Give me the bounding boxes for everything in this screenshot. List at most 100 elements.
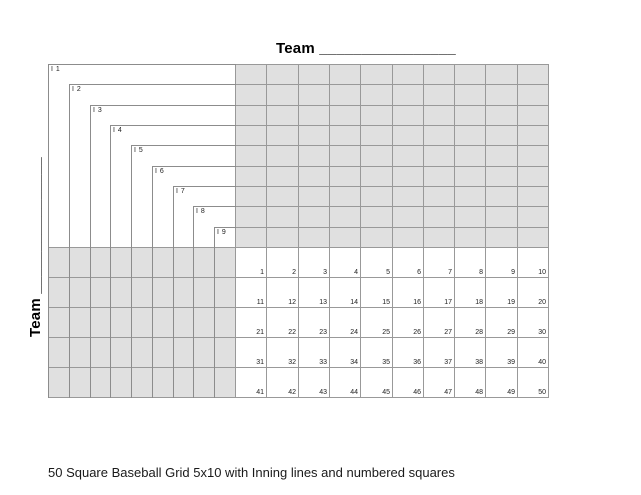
- gray-cell: [517, 84, 549, 106]
- gray-cell: [110, 307, 132, 338]
- gray-cell: [423, 105, 455, 126]
- gray-cell: [173, 367, 194, 398]
- square-cell: 7: [423, 247, 455, 278]
- gray-cell: [266, 145, 299, 167]
- square-cell: 37: [423, 337, 455, 368]
- gray-cell: [423, 145, 455, 167]
- square-cell: 9: [485, 247, 518, 278]
- square-cell: 45: [360, 367, 393, 398]
- gray-cell: [298, 84, 330, 106]
- gray-cell: [360, 145, 393, 167]
- gray-cell: [235, 206, 267, 228]
- gray-cell: [48, 337, 70, 368]
- gray-cell: [235, 186, 267, 207]
- gray-cell: [235, 64, 267, 85]
- gray-cell: [193, 277, 215, 308]
- gray-cell: [485, 227, 518, 248]
- gray-cell: [193, 367, 215, 398]
- gray-cell: [360, 227, 393, 248]
- square-cell: 50: [517, 367, 549, 398]
- gray-cell: [214, 307, 236, 338]
- gray-cell: [454, 145, 486, 167]
- left-team-label: Team ________________: [27, 157, 44, 337]
- square-cell: 43: [298, 367, 330, 398]
- square-cell: 29: [485, 307, 518, 338]
- inning-line-left: [173, 186, 174, 398]
- gray-cell: [298, 105, 330, 126]
- square-cell: 23: [298, 307, 330, 338]
- inning-label: I 5: [134, 147, 144, 154]
- gray-cell: [298, 166, 330, 187]
- square-cell: 33: [298, 337, 330, 368]
- gray-cell: [423, 64, 455, 85]
- gray-cell: [517, 145, 549, 167]
- square-cell: 13: [298, 277, 330, 308]
- caption: 50 Square Baseball Grid 5x10 with Inning…: [48, 465, 455, 480]
- gray-cell: [423, 186, 455, 207]
- square-cell: 42: [266, 367, 299, 398]
- inning-line-left: [110, 125, 111, 398]
- gray-cell: [454, 227, 486, 248]
- gray-cell: [298, 186, 330, 207]
- square-cell: 24: [329, 307, 361, 338]
- gray-cell: [131, 337, 153, 368]
- inning-line-left: [152, 166, 153, 398]
- inning-line-top: [152, 166, 236, 167]
- gray-cell: [266, 84, 299, 106]
- gray-cell: [152, 337, 174, 368]
- gray-cell: [423, 206, 455, 228]
- gray-cell: [131, 277, 153, 308]
- gray-cell: [298, 64, 330, 85]
- top-team-label: Team ________________: [276, 40, 456, 57]
- gray-cell: [48, 277, 70, 308]
- inning-line-top: [214, 227, 236, 228]
- gray-cell: [329, 186, 361, 207]
- square-cell: 22: [266, 307, 299, 338]
- gray-cell: [235, 84, 267, 106]
- inning-line-top: [48, 64, 236, 65]
- inning-line-left: [214, 227, 215, 398]
- gray-cell: [131, 307, 153, 338]
- square-cell: 16: [392, 277, 424, 308]
- inning-line-top: [131, 145, 236, 146]
- gray-cell: [517, 64, 549, 85]
- square-cell: 12: [266, 277, 299, 308]
- gray-cell: [266, 105, 299, 126]
- gray-cell: [392, 145, 424, 167]
- square-cell: 18: [454, 277, 486, 308]
- gray-cell: [517, 206, 549, 228]
- square-cell: 19: [485, 277, 518, 308]
- square-cell: 10: [517, 247, 549, 278]
- gray-cell: [485, 84, 518, 106]
- gray-cell: [485, 206, 518, 228]
- inning-label: I 3: [93, 107, 103, 114]
- gray-cell: [423, 84, 455, 106]
- gray-cell: [90, 277, 111, 308]
- gray-cell: [110, 367, 132, 398]
- gray-cell: [69, 367, 91, 398]
- gray-cell: [360, 206, 393, 228]
- inning-line-left: [193, 206, 194, 398]
- squares-grid: 1 2 3 4 5 6 7 8 9 10 11 12 13 14 15 16 17 18 19 20 21 22 23 24 2…: [48, 64, 549, 398]
- inning-line-left: [69, 84, 70, 398]
- square-cell: 30: [517, 307, 549, 338]
- gray-cell: [392, 166, 424, 187]
- inning-line-top: [69, 84, 236, 85]
- gray-cell: [90, 367, 111, 398]
- gray-cell: [90, 247, 111, 278]
- gray-cell: [329, 145, 361, 167]
- gray-cell: [517, 105, 549, 126]
- square-cell: 1: [235, 247, 267, 278]
- gray-cell: [131, 247, 153, 278]
- gray-cell: [266, 125, 299, 146]
- gray-cell: [454, 206, 486, 228]
- square-cell: 15: [360, 277, 393, 308]
- gray-cell: [454, 64, 486, 85]
- inning-line-left: [131, 145, 132, 398]
- gray-cell: [69, 277, 91, 308]
- gray-cell: [360, 166, 393, 187]
- gray-cell: [266, 206, 299, 228]
- gray-cell: [48, 367, 70, 398]
- gray-cell: [131, 367, 153, 398]
